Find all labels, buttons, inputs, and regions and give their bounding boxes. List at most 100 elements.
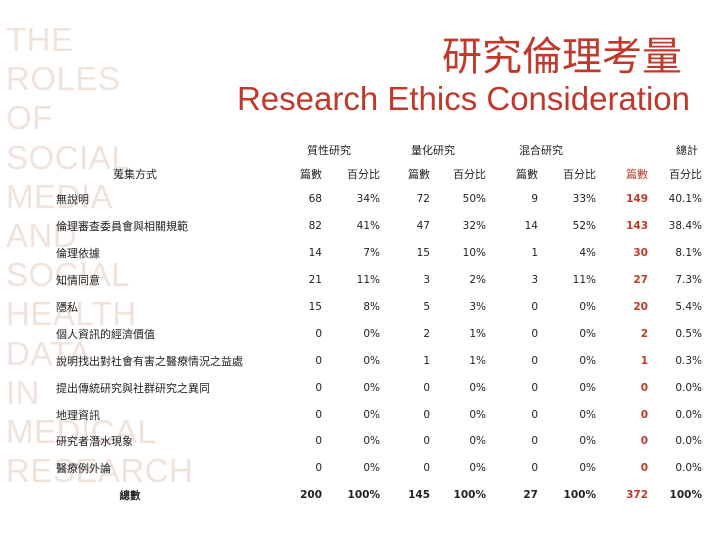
table-cell: 0% xyxy=(363,408,380,421)
table-cell: 1% xyxy=(469,354,486,367)
table-cell: 0% xyxy=(363,327,380,340)
group-qualitative: 質性研究 xyxy=(307,144,351,157)
table-cell: 1 xyxy=(423,354,430,367)
table-cell: 9 xyxy=(531,193,538,206)
subheader-percent: 百分比 xyxy=(347,168,380,181)
table-cell: 5 xyxy=(423,301,430,313)
watermark-line: DATA xyxy=(6,334,92,372)
table-cell: 0 xyxy=(315,381,322,394)
table-row: 倫理依據 14 7% 15 10% 1 4% 30 8.1% xyxy=(52,240,702,267)
slide-title-english: Research Ethics Consideration xyxy=(236,80,690,117)
table-cell: 0 xyxy=(531,408,538,421)
table-cell: 7.3% xyxy=(675,274,702,287)
table-row: 研究者潛水現象 0 0% 0 0% 0 0% 0 0.0% xyxy=(52,428,702,455)
table-cell: 21 xyxy=(308,274,322,287)
watermark-line: AND xyxy=(6,217,78,255)
table-cell: 200 xyxy=(300,489,322,502)
table-cell: 41% xyxy=(356,220,380,233)
table-cell: 0% xyxy=(579,381,596,394)
watermark-line: SOCIAL xyxy=(6,138,131,176)
table-cell: 0.0% xyxy=(675,408,702,421)
table-cell-total: 0 xyxy=(640,408,648,421)
row-label: 隱私 xyxy=(56,301,78,314)
table-cell: 72 xyxy=(416,193,430,206)
table-cell: 145 xyxy=(408,489,430,502)
table-cell: 2% xyxy=(469,274,486,287)
row-label: 倫理依據 xyxy=(56,247,100,261)
table-row: 隱私 15 8% 5 3% 0 0% 20 5.4% xyxy=(52,294,702,321)
subheader-row: 蒐集方式 篇數 百分比 篇數 百分比 篇數 百分比 篇數 百分比 xyxy=(52,162,702,186)
table-cell-total: 27 xyxy=(633,274,648,287)
table-cell: 0% xyxy=(579,462,596,475)
table-cell: 0 xyxy=(531,354,538,367)
table-cell: 0% xyxy=(579,327,596,340)
table-cell: 5.4% xyxy=(675,301,702,313)
table-cell: 100% xyxy=(453,489,486,502)
table-row: 提出傳統研究與社群研究之異同 0 0% 0 0% 0 0% 0 0.0% xyxy=(52,374,702,401)
row-label: 提出傳統研究與社群研究之異同 xyxy=(56,381,210,395)
table-cell: 3% xyxy=(469,301,486,313)
subheader-count: 篇數 xyxy=(300,168,322,181)
table-cell: 0 xyxy=(531,435,538,448)
table-cell: 3 xyxy=(423,274,430,287)
table-cell: 0 xyxy=(423,381,430,394)
watermark-line: IN xyxy=(6,373,40,411)
table-cell: 0 xyxy=(423,435,430,448)
subheader-percent: 百分比 xyxy=(669,168,702,181)
table-cell: 1% xyxy=(469,327,486,340)
table-cell: 0.0% xyxy=(675,381,702,394)
row-label: 個人資訊的經濟價值 xyxy=(56,327,155,341)
slide-title-chinese: 研究倫理考量 xyxy=(442,34,682,80)
table-cell: 0 xyxy=(315,435,322,448)
table-cell: 8% xyxy=(363,301,380,313)
row-label: 研究者潛水現象 xyxy=(56,435,133,449)
table-cell-total: 149 xyxy=(626,193,648,206)
table-cell: 82 xyxy=(308,220,322,233)
table-row: 知情同意 21 11% 3 2% 3 11% 27 7.3% xyxy=(52,267,702,294)
subheader-percent: 百分比 xyxy=(453,168,486,181)
table-cell-total: 0 xyxy=(640,381,648,394)
row-label: 無說明 xyxy=(56,193,89,207)
group-total: 總計 xyxy=(676,144,698,157)
watermark-line: THE xyxy=(6,21,74,58)
table-row: 倫理審查委員會與相關規範 82 41% 47 32% 14 52% 143 38.4% xyxy=(52,213,702,240)
background-watermark: THE ROLES OF SOCIAL MEDIA AND SOCIAL HEA… xyxy=(6,20,193,490)
table-cell-total: 372 xyxy=(626,489,648,502)
subheader-count: 篇數 xyxy=(408,168,430,181)
group-mixed: 混合研究 xyxy=(519,144,563,157)
table-cell: 14 xyxy=(308,247,322,260)
table-cell: 10% xyxy=(462,247,486,260)
table-cell: 0% xyxy=(579,408,596,421)
table-cell-total: 1 xyxy=(640,354,648,367)
table-cell: 0 xyxy=(531,381,538,394)
table-row: 說明找出對社會有害之醫療情況之益處 0 0% 1 1% 0 0% 1 0.3% xyxy=(52,347,702,374)
table-cell-total: 0 xyxy=(640,462,648,475)
table-cell: 27 xyxy=(523,489,538,502)
table-cell: 0 xyxy=(315,354,322,367)
table-cell: 100% xyxy=(347,489,380,502)
watermark-line: HEALTH xyxy=(6,295,137,333)
group-quantitative: 量化研究 xyxy=(411,144,455,157)
group-header-row: 質性研究 量化研究 混合研究 總計 xyxy=(52,138,702,162)
table-cell: 0% xyxy=(579,435,596,448)
subheader-count: 篇數 xyxy=(626,168,648,181)
table-cell-total: 30 xyxy=(633,247,648,260)
watermark-line: MEDIA xyxy=(6,177,114,215)
table-cell: 0 xyxy=(315,462,322,475)
table-cell: 0 xyxy=(423,408,430,421)
table-cell: 7% xyxy=(363,247,380,260)
table-cell: 0% xyxy=(469,381,486,394)
row-header-label: 蒐集方式 xyxy=(113,168,157,181)
table-cell: 40.1% xyxy=(668,193,702,206)
table-cell: 0% xyxy=(363,462,380,475)
row-label: 醫療例外論 xyxy=(56,462,111,476)
table-cell: 0.0% xyxy=(675,462,702,475)
table-cell-total: 20 xyxy=(633,301,648,313)
table-cell: 4% xyxy=(579,247,596,260)
table-cell: 52% xyxy=(572,220,596,233)
table-cell: 2 xyxy=(423,327,430,340)
watermark-line: OF xyxy=(6,99,53,137)
watermark-line: ROLES xyxy=(6,60,121,98)
total-row: 總數 200 100% 145 100% 27 100% 372 100% xyxy=(52,482,703,509)
table-row: 地理資訊 0 0% 0 0% 0 0% 0 0.0% xyxy=(52,401,702,428)
